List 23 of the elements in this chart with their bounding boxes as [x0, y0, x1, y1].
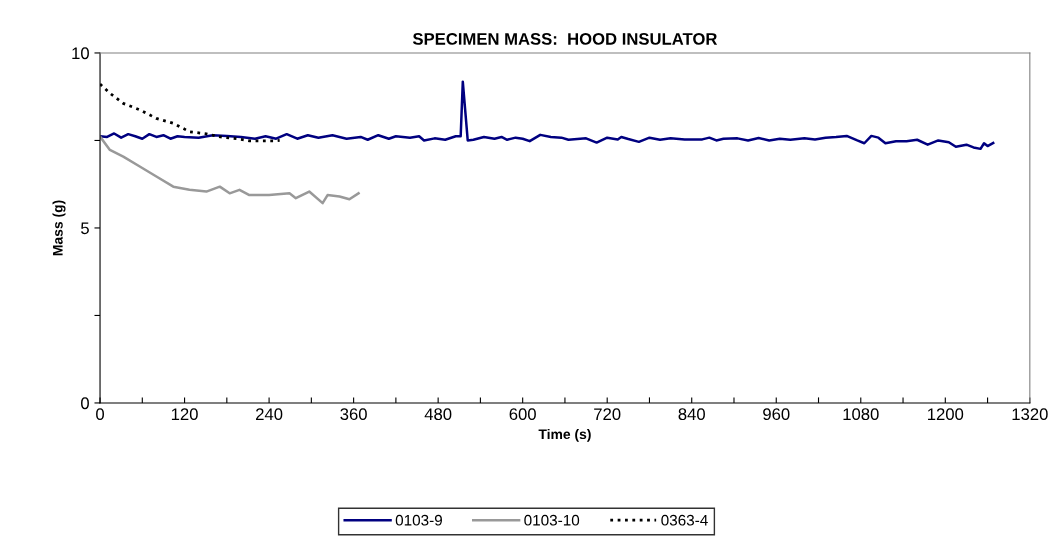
x-tick-label: 0 [96, 408, 105, 421]
x-tick-label: 720 [594, 408, 621, 421]
line-series [100, 80, 995, 151]
x-tick-label: 600 [509, 408, 536, 421]
x-tick-label: 240 [256, 408, 283, 421]
x-tick-label: 120 [171, 408, 198, 421]
x-tick-label: 1080 [843, 408, 879, 421]
x-tick-label: 960 [763, 408, 790, 421]
x-axis-title: Time (s) [538, 428, 591, 442]
x-tick-label: 360 [340, 408, 367, 421]
legend-label: 0103-10 [524, 514, 580, 526]
x-tick-label: 480 [424, 408, 452, 421]
x-tick-label: 1200 [928, 408, 964, 421]
legend-label: 0363-4 [661, 514, 708, 526]
line-series [100, 135, 360, 205]
y-axis-title: Mass (g) [52, 200, 66, 256]
chart-title: SPECIMEN MASS: HOOD INSULATOR [412, 32, 718, 45]
y-tick-label: 10 [72, 47, 89, 60]
x-tick-label: 840 [678, 408, 705, 421]
x-tick-label: 1320 [1012, 408, 1048, 421]
y-tick-label: 0 [81, 397, 89, 410]
y-tick-label: 5 [81, 222, 89, 235]
legend-label: 0103-9 [395, 514, 442, 526]
